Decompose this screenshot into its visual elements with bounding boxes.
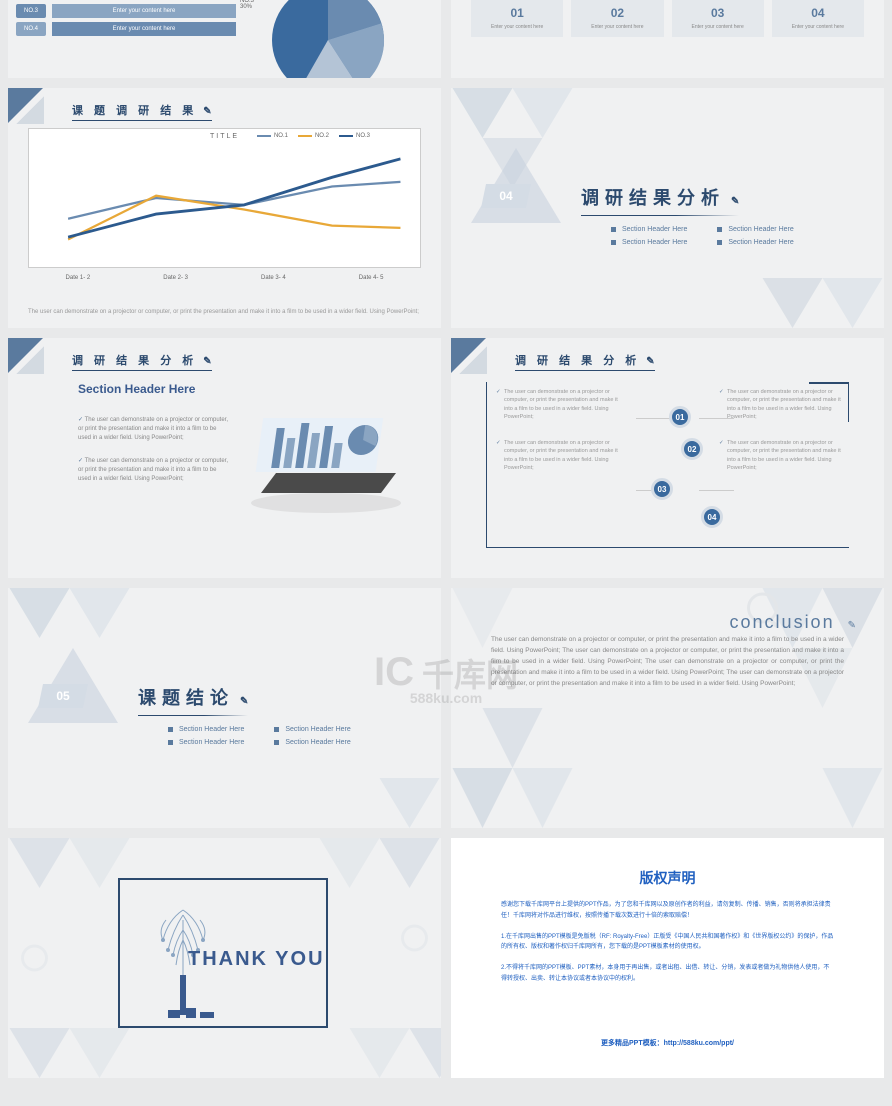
legend-item: NO.3 (339, 133, 370, 139)
section-links: Section Header Here Section Header Here … (611, 226, 794, 246)
bullet-item: The user can demonstrate on a projector … (78, 416, 228, 443)
chart-legend: NO.1 NO.2 NO.3 (257, 133, 370, 139)
number-circle: 03 (651, 478, 673, 500)
slide-analysis-2: 调 研 结 果 分 析✎ The user can demonstrate on… (451, 338, 884, 578)
connector-line (636, 418, 671, 419)
pie-chart: NO.210% NO.330% (258, 0, 398, 70)
number-circle: 01 (669, 406, 691, 428)
copyright-footer: 更多精品PPT模板：http://588ku.com/ppt/ (601, 1038, 734, 1048)
section-link: Section Header Here (168, 726, 244, 733)
slide-analysis-1: 调 研 结 果 分 析✎ Section Header Here The use… (8, 338, 441, 578)
pen-icon: ✎ (731, 196, 739, 207)
slide-1-partial: NO.3 Enter your content here NO.4 Enter … (8, 0, 441, 78)
chart-caption: The user can demonstrate on a projector … (28, 308, 421, 316)
slide-title: 调 研 结 果 分 析✎ (72, 352, 212, 371)
thank-you-text: THANK YOU (188, 948, 325, 971)
conclusion-body: The user can demonstrate on a projector … (491, 634, 844, 689)
section-header: Section Header Here (78, 382, 195, 396)
x-axis-labels: Date 1- 2 Date 2- 3 Date 3- 4 Date 4- 5 (29, 275, 420, 281)
bullet-list: The user can demonstrate on a projector … (78, 416, 228, 498)
slide-2-partial: 01 Enter your content here 02 Enter your… (451, 0, 884, 78)
slide-section-04: 04 调研结果分析✎ Section Header Here Section H… (451, 88, 884, 328)
conclusion-title: conclusion ✎ (730, 612, 856, 633)
pen-icon: ✎ (203, 356, 211, 367)
content-box: 02 Enter your content here (571, 0, 663, 37)
section-link: Section Header Here (611, 239, 687, 246)
slide-conclusion: conclusion ✎ The user can demonstrate on… (451, 588, 884, 828)
number-circle: 02 (681, 438, 703, 460)
legend-item: NO.1 (257, 133, 288, 139)
bar-fill: Enter your content here (52, 4, 236, 18)
box-number: 03 (678, 6, 758, 20)
section-link: Section Header Here (717, 239, 793, 246)
bar-label: NO.3 (16, 4, 46, 18)
text-column-left: The user can demonstrate on a projector … (496, 388, 626, 490)
bar-fill: Enter your content here (52, 22, 236, 36)
bullet-item: The user can demonstrate on a projector … (496, 388, 626, 421)
connector-line (699, 490, 734, 491)
section-number: 05 (38, 684, 88, 708)
section-link: Section Header Here (274, 726, 350, 733)
slide-line-chart: 课 题 调 研 结 果✎ TITLE NO.1 NO.2 NO.3 Date 1… (8, 88, 441, 328)
connector-line (699, 418, 734, 419)
copyright-para: 1.在千库网出售的PPT模板是免版税（RF: Royalty-Free）正版受《… (501, 932, 834, 954)
pen-icon: ✎ (240, 696, 248, 707)
section-title: 调研结果分析✎ (581, 184, 739, 214)
bar-row: NO.3 Enter your content here (16, 4, 236, 18)
text-column-right: The user can demonstrate on a projector … (719, 388, 849, 490)
copyright-para: 2.不得将千库网的PPT模板、PPT素材，本身用于再出售，或者出租、出借、转让、… (501, 963, 834, 985)
box-number: 02 (577, 6, 657, 20)
copyright-body: 感谢您下载千库网平台上提供的PPT作品，为了您和千库网以及原创作者的利益，请勿复… (501, 900, 834, 995)
box-text: Enter your content here (678, 24, 758, 31)
pen-icon: ✎ (203, 106, 211, 117)
content-box: 01 Enter your content here (471, 0, 563, 37)
section-link: Section Header Here (168, 739, 244, 746)
box-number: 04 (778, 6, 858, 20)
box-text: Enter your content here (577, 24, 657, 31)
copyright-para: 感谢您下载千库网平台上提供的PPT作品，为了您和千库网以及原创作者的利益，请勿复… (501, 900, 834, 922)
pen-icon: ✎ (646, 356, 654, 367)
section-link: Section Header Here (717, 226, 793, 233)
box-text: Enter your content here (477, 24, 557, 31)
chart-title: TITLE (210, 133, 239, 140)
content-box: 03 Enter your content here (672, 0, 764, 37)
slide-section-05: 05 课题结论✎ Section Header Here Section Hea… (8, 588, 441, 828)
copyright-title: 版权声明 (640, 868, 696, 888)
pen-icon: ✎ (848, 620, 856, 631)
bar-list: NO.3 Enter your content here NO.4 Enter … (16, 0, 236, 40)
bullet-item: The user can demonstrate on a projector … (496, 439, 626, 472)
section-link: Section Header Here (611, 226, 687, 233)
slide-copyright: 版权声明 感谢您下载千库网平台上提供的PPT作品，为了您和千库网以及原创作者的利… (451, 838, 884, 1078)
line-chart: TITLE NO.1 NO.2 NO.3 Date 1- 2 Date 2- 3… (28, 128, 421, 268)
tablet-chart-illustration (241, 398, 411, 518)
content-box: 04 Enter your content here (772, 0, 864, 37)
box-number: 01 (477, 6, 557, 20)
bullet-item: The user can demonstrate on a projector … (78, 457, 228, 484)
section-title: 课题结论✎ (138, 684, 248, 714)
bullet-item: The user can demonstrate on a projector … (719, 439, 849, 472)
box-grid: 01 Enter your content here 02 Enter your… (471, 0, 864, 37)
slide-title: 调 研 结 果 分 析✎ (515, 352, 655, 371)
number-circle: 04 (701, 506, 723, 528)
box-text: Enter your content here (778, 24, 858, 31)
section-link: Section Header Here (274, 739, 350, 746)
slide-thank-you: THANK YOU (8, 838, 441, 1078)
bar-row: NO.4 Enter your content here (16, 22, 236, 36)
section-links: Section Header Here Section Header Here … (168, 726, 351, 746)
legend-item: NO.2 (298, 133, 329, 139)
slide-title: 课 题 调 研 结 果✎ (72, 102, 212, 121)
bullet-item: The user can demonstrate on a projector … (719, 388, 849, 421)
section-number: 04 (481, 184, 531, 208)
pie-label: NO.330% (240, 0, 254, 10)
bar-label: NO.4 (16, 22, 46, 36)
